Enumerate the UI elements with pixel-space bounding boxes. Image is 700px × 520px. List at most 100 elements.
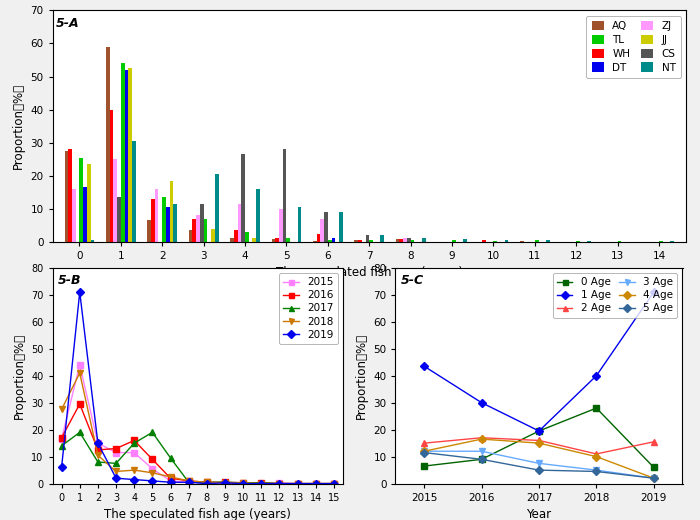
Line: 4 Age: 4 Age <box>421 436 657 481</box>
Bar <box>576 241 580 242</box>
1 Age <box>477 399 486 406</box>
2015 <box>220 479 229 486</box>
Bar <box>230 239 234 242</box>
Bar <box>671 241 674 242</box>
Bar <box>313 241 316 242</box>
Y-axis label: Proportion（%）: Proportion（%） <box>13 333 25 419</box>
2018 <box>275 480 284 487</box>
2017 <box>112 460 120 466</box>
Bar <box>162 197 166 242</box>
2016 <box>148 456 157 462</box>
2015 <box>76 362 84 368</box>
Line: 2 Age: 2 Age <box>421 435 657 457</box>
Bar <box>106 47 110 242</box>
Bar <box>587 241 592 242</box>
Bar <box>155 189 158 242</box>
2019 <box>112 475 120 482</box>
2018 <box>76 370 84 376</box>
Bar <box>411 240 414 242</box>
2 Age <box>592 451 601 457</box>
Bar <box>494 241 497 242</box>
Bar <box>400 239 403 242</box>
Bar <box>151 199 155 242</box>
Bar <box>659 241 663 242</box>
Bar <box>535 240 538 242</box>
5 Age <box>477 456 486 462</box>
Bar <box>380 235 384 242</box>
2015 <box>148 465 157 472</box>
2015 <box>293 480 302 487</box>
2017 <box>185 479 193 485</box>
2019 <box>148 478 157 484</box>
Bar <box>90 240 94 242</box>
3 Age <box>535 460 543 466</box>
2019 <box>257 480 265 487</box>
2017 <box>220 479 229 485</box>
Legend: 2015, 2016, 2017, 2018, 2019: 2015, 2016, 2017, 2018, 2019 <box>279 273 338 344</box>
Text: 5-A: 5-A <box>56 17 79 30</box>
Line: 2017: 2017 <box>59 430 337 486</box>
2 Age <box>420 440 428 446</box>
2019 <box>167 479 175 485</box>
2016 <box>167 475 175 482</box>
Line: 0 Age: 0 Age <box>421 405 657 470</box>
2019 <box>312 480 320 487</box>
Bar <box>110 110 113 242</box>
X-axis label: The speculated fish age (years): The speculated fish age (years) <box>276 266 463 279</box>
Bar <box>395 239 400 242</box>
2016 <box>130 437 139 444</box>
2015 <box>57 436 66 442</box>
X-axis label: The speculated fish age (years): The speculated fish age (years) <box>104 508 291 520</box>
Bar <box>215 174 218 242</box>
Bar <box>189 230 192 242</box>
4 Age <box>592 453 601 460</box>
Bar <box>241 154 245 242</box>
2017 <box>130 440 139 446</box>
4 Age <box>650 475 658 482</box>
Legend: AQ, TL, WH, DT, ZJ, JJ, CS, NT: AQ, TL, WH, DT, ZJ, JJ, CS, NT <box>587 16 681 78</box>
2016 <box>94 447 102 453</box>
Bar <box>211 229 215 242</box>
2016 <box>257 479 265 486</box>
Bar <box>204 218 207 242</box>
2019 <box>202 480 211 487</box>
Line: 2019: 2019 <box>59 289 337 486</box>
5 Age <box>592 469 601 475</box>
4 Age <box>477 436 486 442</box>
5 Age <box>650 475 658 482</box>
Bar <box>79 158 83 242</box>
Bar <box>617 241 622 242</box>
2019 <box>275 480 284 487</box>
2 Age <box>477 435 486 441</box>
2017 <box>312 480 320 487</box>
2018 <box>257 480 265 487</box>
1 Age <box>650 289 658 295</box>
Bar <box>193 218 196 242</box>
2019 <box>57 464 66 471</box>
2017 <box>202 479 211 485</box>
2018 <box>330 480 338 487</box>
Bar <box>245 232 248 242</box>
X-axis label: Year: Year <box>526 508 552 520</box>
0 Age <box>477 456 486 462</box>
Bar <box>256 189 260 242</box>
Bar <box>324 212 328 242</box>
Bar <box>83 187 87 242</box>
2015 <box>185 479 193 485</box>
4 Age <box>535 440 543 446</box>
2018 <box>312 480 320 487</box>
Bar <box>463 239 467 242</box>
Bar <box>253 239 256 242</box>
2015 <box>112 449 120 456</box>
Bar <box>286 239 290 242</box>
Line: 2016: 2016 <box>59 401 337 486</box>
Bar <box>321 218 324 242</box>
Text: 5-B: 5-B <box>58 274 82 287</box>
Bar <box>169 180 174 242</box>
Bar <box>196 215 200 242</box>
2 Age <box>650 439 658 445</box>
Bar <box>72 189 76 242</box>
Bar <box>275 239 279 242</box>
2019 <box>330 480 338 487</box>
Bar <box>407 239 411 242</box>
